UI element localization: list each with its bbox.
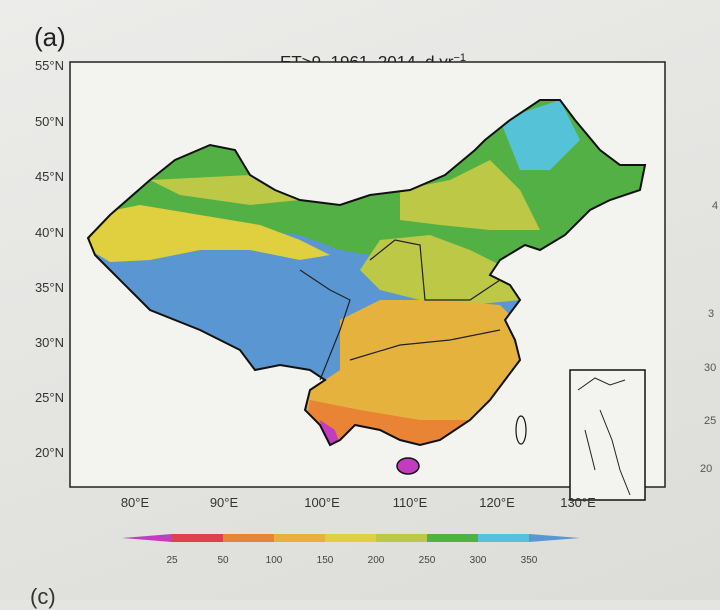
edge-fragment: 30 xyxy=(704,362,717,374)
lon-label: 90°E xyxy=(209,495,239,510)
edge-fragment: 20 xyxy=(700,463,713,475)
colorbar-tick: 350 xyxy=(520,555,538,566)
colorbar-tick: 25 xyxy=(166,555,178,566)
colorbar-tick: 250 xyxy=(418,555,436,566)
edge-fragment: 4 xyxy=(712,200,719,212)
lat-label: 25°N xyxy=(34,390,64,405)
panel-label: (a) xyxy=(34,22,66,52)
region-boundaries xyxy=(299,239,501,381)
china-border xyxy=(86,99,647,447)
lon-label: 80°E xyxy=(120,495,150,510)
colorbar-tick: 300 xyxy=(469,555,487,566)
lon-label: 130°E xyxy=(560,495,596,510)
colorbar-tick: 50 xyxy=(217,555,229,566)
inset-outline xyxy=(577,377,631,496)
next-panel-label: (c) xyxy=(30,584,56,609)
lon-label: 120°E xyxy=(479,495,515,510)
lat-label: 40°N xyxy=(34,225,64,240)
lat-label: 20°N xyxy=(34,445,64,460)
colorbar-tick: 150 xyxy=(316,555,334,566)
taiwan-island xyxy=(515,415,527,445)
colorbar-tick: 200 xyxy=(367,555,385,566)
colorbar-tick: 100 xyxy=(265,555,283,566)
lon-label: 110°E xyxy=(392,495,428,510)
lat-label: 35°N xyxy=(34,280,64,295)
lat-label: 30°N xyxy=(34,335,64,350)
edge-fragment: 25 xyxy=(704,415,717,427)
lat-label: 50°N xyxy=(34,114,64,129)
lat-label: 45°N xyxy=(34,169,64,184)
edge-fragment: 3 xyxy=(708,308,715,320)
lat-label: 55°N xyxy=(34,58,64,73)
hainan-island xyxy=(396,457,420,475)
south-china-sea-inset xyxy=(569,369,646,501)
colorbar xyxy=(122,534,580,542)
lon-label: 100°E xyxy=(304,495,340,510)
title-sup: −1 xyxy=(453,52,466,64)
